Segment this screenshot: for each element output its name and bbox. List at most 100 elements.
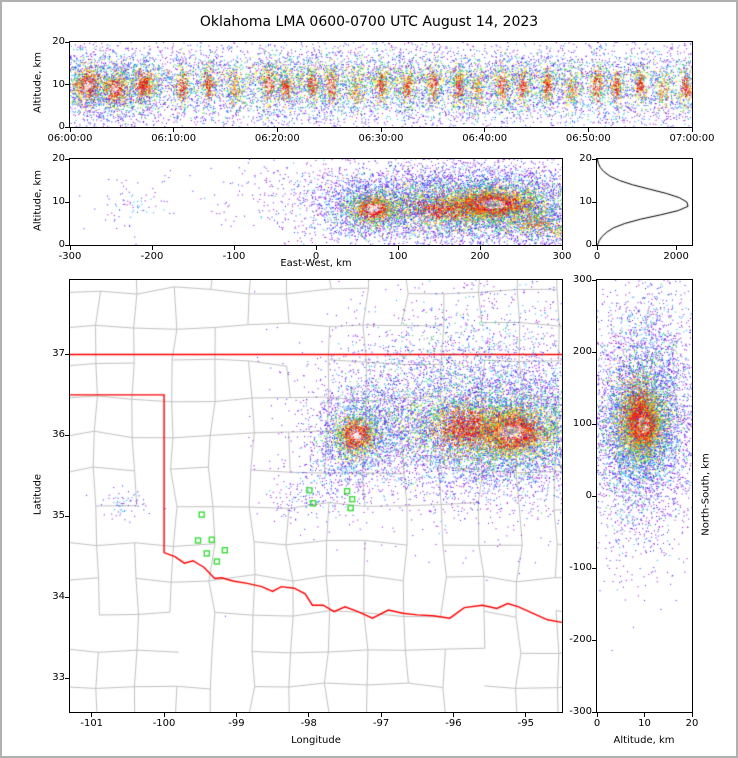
- tick-label: -100: [152, 718, 176, 729]
- tick-label: 2000: [663, 251, 689, 262]
- ew-cross-section-xlabel: East-West, km: [280, 258, 352, 269]
- time-height-panel: [69, 41, 693, 128]
- tick-label: 0: [585, 490, 592, 501]
- tick-mark: [173, 128, 175, 132]
- tick-label: 37: [52, 348, 65, 360]
- tick-label: -300: [58, 251, 82, 262]
- tick-mark: [592, 639, 596, 641]
- tick-mark: [65, 244, 69, 246]
- tick-label: 06:20:00: [254, 133, 300, 144]
- tick-mark: [315, 246, 317, 250]
- alt-histogram-panel: [596, 158, 693, 246]
- tick-label: 35: [52, 510, 65, 522]
- tick-label: 06:50:00: [565, 133, 611, 144]
- tick-label: -100: [222, 251, 246, 262]
- tick-label: 06:10:00: [151, 133, 197, 144]
- tick-label: 100: [572, 418, 592, 429]
- figure-title: Oklahoma LMA 0600-0700 UTC August 14, 20…: [199, 14, 539, 30]
- tick-mark: [65, 84, 69, 85]
- tick-label: 10: [52, 196, 65, 207]
- ns-cross-section-ylabel: North-South, km: [700, 453, 712, 536]
- tick-mark: [596, 713, 598, 717]
- tick-label: 0: [593, 718, 601, 729]
- tick-label: 06:40:00: [462, 133, 508, 144]
- tick-label: -98: [300, 718, 317, 729]
- tick-mark: [380, 713, 382, 717]
- tick-mark: [592, 567, 596, 569]
- tick-label: 200: [470, 251, 490, 262]
- tick-mark: [592, 351, 596, 353]
- tick-label: 300: [552, 251, 572, 262]
- tick-label: 0: [58, 121, 65, 132]
- tick-mark: [65, 515, 69, 517]
- tick-label: -96: [445, 718, 462, 729]
- tick-mark: [65, 677, 69, 679]
- tick-mark: [479, 246, 481, 250]
- tick-label: 33: [52, 672, 65, 684]
- tick-label: 20: [52, 36, 65, 47]
- map-ylabel: Latitude: [32, 473, 44, 516]
- tick-mark: [308, 713, 310, 717]
- ns-alt-canvas: [597, 280, 692, 712]
- tick-label: 34: [52, 591, 65, 603]
- tick-mark: [65, 201, 69, 203]
- tick-mark: [65, 353, 69, 355]
- ns-alt-panel: [596, 279, 693, 713]
- tick-mark: [644, 713, 645, 717]
- tick-label: 06:00:00: [47, 133, 93, 144]
- tick-label: 100: [388, 251, 408, 262]
- tick-label: 07:00:00: [669, 133, 715, 144]
- tick-mark: [592, 495, 596, 497]
- tick-mark: [525, 713, 527, 717]
- tick-mark: [592, 423, 596, 425]
- time-height-canvas: [70, 42, 692, 127]
- tick-mark: [235, 713, 237, 717]
- tick-mark: [163, 713, 165, 717]
- plan-view-canvas: [70, 280, 562, 712]
- alt-histogram-canvas: [597, 159, 692, 245]
- tick-label: -97: [372, 718, 390, 729]
- ns-cross-section-xlabel: Altitude, km: [613, 735, 675, 746]
- tick-mark: [276, 128, 278, 132]
- tick-mark: [452, 713, 454, 717]
- tick-label: -200: [569, 634, 592, 645]
- tick-mark: [587, 128, 589, 132]
- tick-mark: [691, 128, 693, 132]
- tick-mark: [65, 41, 69, 43]
- tick-mark: [675, 246, 677, 250]
- tick-label: 0: [312, 251, 320, 262]
- tick-label: -200: [140, 251, 164, 262]
- tick-mark: [561, 246, 563, 250]
- tick-label: 20: [52, 153, 65, 164]
- map-xlabel: Longitude: [291, 735, 341, 746]
- tick-label: 0: [585, 239, 592, 250]
- tick-mark: [592, 158, 596, 160]
- tick-label: 10: [638, 718, 651, 729]
- tick-mark: [397, 246, 399, 250]
- tick-label: 200: [572, 346, 592, 357]
- tick-label: -300: [569, 706, 592, 717]
- tick-label: 20: [579, 153, 592, 164]
- tick-label: 20: [685, 718, 699, 729]
- tick-mark: [69, 128, 71, 132]
- tick-mark: [484, 128, 486, 132]
- tick-mark: [592, 279, 596, 281]
- tick-mark: [691, 713, 693, 717]
- tick-label: 10: [579, 196, 592, 207]
- tick-label: 36: [52, 429, 65, 441]
- tick-mark: [65, 596, 69, 598]
- tick-mark: [233, 246, 235, 250]
- tick-mark: [65, 434, 69, 436]
- tick-label: 0: [593, 251, 601, 262]
- tick-label: -101: [80, 718, 104, 729]
- tick-label: 06:30:00: [358, 133, 404, 144]
- tick-mark: [592, 201, 596, 203]
- tick-mark: [592, 711, 596, 713]
- tick-mark: [380, 128, 382, 132]
- tick-mark: [596, 246, 598, 250]
- tick-label: -100: [569, 562, 592, 573]
- tick-label: 300: [572, 274, 592, 285]
- ew-alt-canvas: [70, 159, 562, 245]
- tick-mark: [91, 713, 93, 717]
